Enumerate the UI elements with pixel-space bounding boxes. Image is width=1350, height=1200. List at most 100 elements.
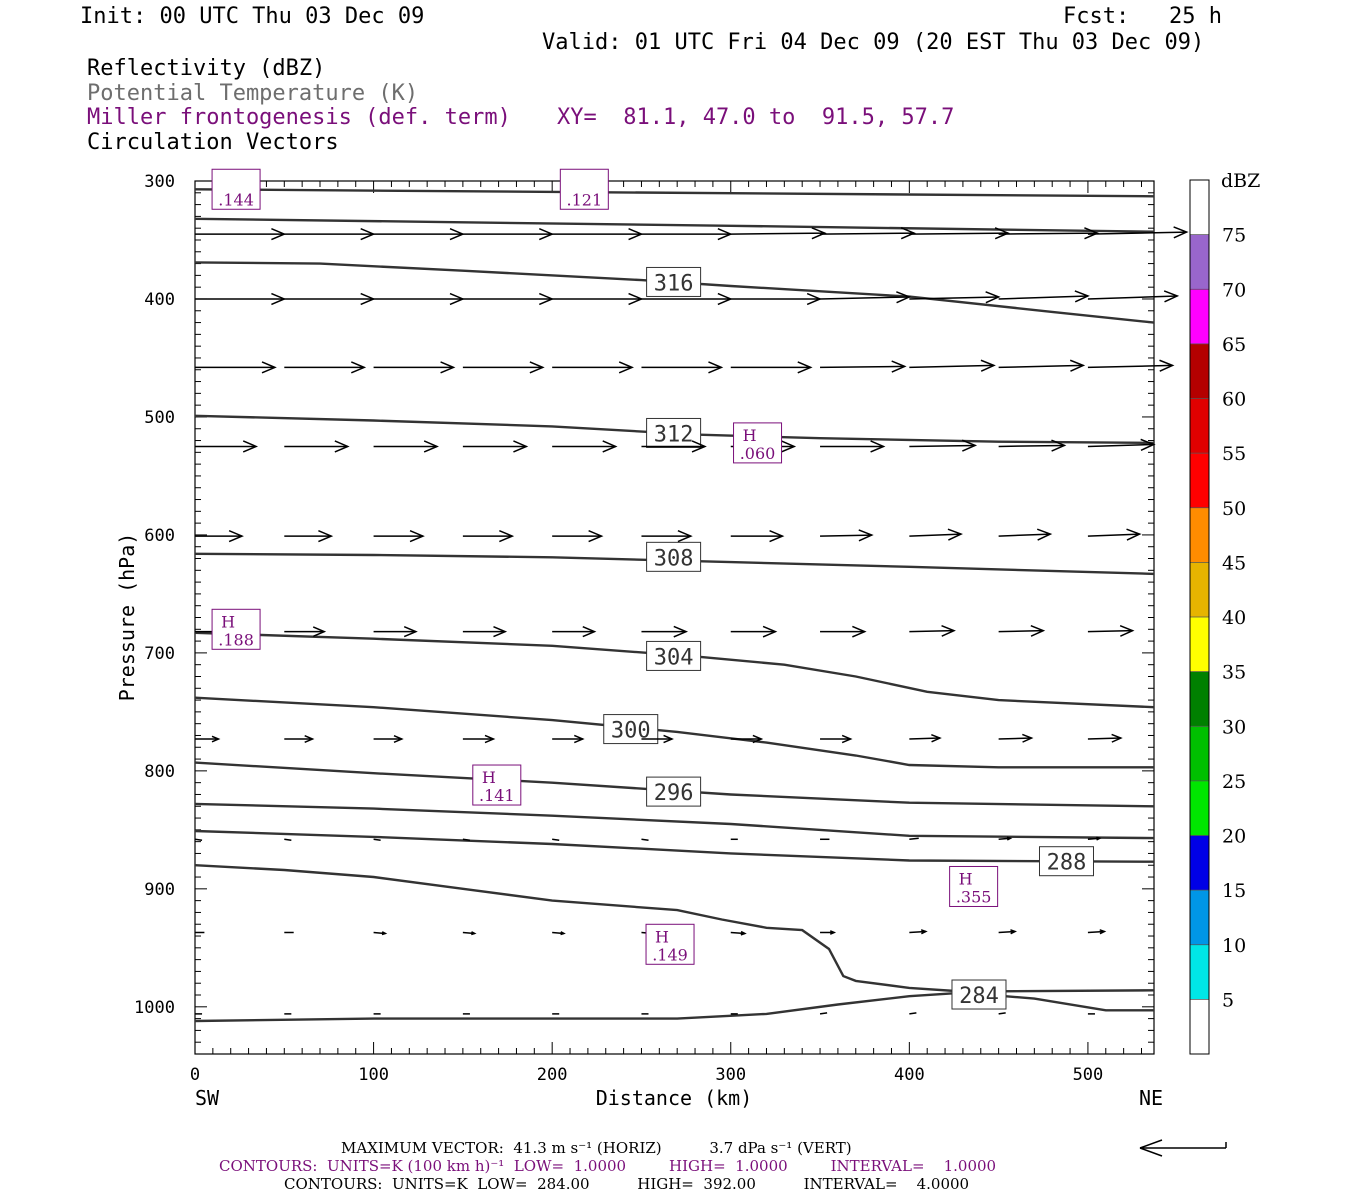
colorbar-label: 10 [1222, 935, 1246, 957]
frontogenesis-value: .188 [218, 630, 254, 649]
x-tick-label: 200 [537, 1065, 568, 1085]
frontogenesis-value: .355 [956, 887, 992, 906]
colorbar-label: 45 [1222, 552, 1246, 574]
vector-arrow [462, 626, 508, 638]
theta-label-box [646, 266, 702, 297]
frontogenesis-value: .149 [652, 945, 688, 964]
vector-arrow [284, 626, 327, 638]
vector-arrow [462, 931, 477, 936]
vector-arrow [820, 529, 874, 542]
x-tick-label: 0 [190, 1065, 200, 1085]
vector-arrow [195, 735, 221, 743]
axis-ticks: 0 100 200 300 400 500 300 400 500 600 700 800 900 100… [134, 172, 1154, 1085]
theta-contours: 316 312 308 304 300 296 288 284 [194, 188, 1155, 1023]
vector-arrow [730, 930, 747, 936]
vector-arrow [641, 625, 689, 638]
vector-arrow [195, 292, 287, 306]
vector-arrow [909, 528, 963, 541]
colorbar-label: 50 [1222, 498, 1246, 520]
y-tick-label: 700 [144, 644, 175, 664]
colorbar-segment [1190, 944, 1209, 1000]
colorbar-segment [1190, 507, 1209, 563]
vector-arrow [998, 1012, 1006, 1015]
vector-arrow [998, 528, 1053, 541]
vector-arrow [1087, 438, 1156, 451]
theta-contour-info: CONTOURS: UNITS=K LOW= 284.00 HIGH= 392.… [284, 1175, 970, 1193]
field-reflectivity: Reflectivity (dBZ) [87, 56, 326, 81]
theta-contour-line [194, 802, 1155, 840]
frontogenesis-high-mark: H [482, 768, 496, 787]
vector-arrow [998, 227, 1100, 240]
colorbar-segment [1190, 234, 1209, 290]
vector-arrow [730, 292, 822, 306]
colorbar-label: 65 [1222, 334, 1246, 356]
cross-section-endpoints: XY= 81.1, 47.0 to 91.5, 57.7 [557, 105, 955, 130]
reference-vector-arrow-icon [1139, 1139, 1227, 1157]
frontogenesis-label-box [645, 923, 695, 965]
x-axis-end-label: NE [1139, 1086, 1163, 1110]
colorbar-title: dBZ [1221, 170, 1260, 192]
vector-arrow [641, 361, 724, 374]
vector-arrow [552, 626, 597, 638]
vector-arrow [462, 292, 555, 306]
vector-arrow [373, 529, 425, 543]
vector-arrow [1087, 836, 1102, 841]
init-time: Init: 00 UTC Thu 03 Dec 09 [80, 4, 425, 29]
colorbar-label: 40 [1222, 607, 1246, 629]
frontogenesis-value: .121 [567, 190, 603, 209]
vector-arrow [462, 440, 529, 453]
colorbar-segment [1190, 835, 1209, 891]
vector-arrow [1087, 290, 1180, 303]
y-tick-label: 1000 [134, 998, 175, 1018]
frontogenesis-label-box [211, 608, 261, 650]
colorbar-label: 60 [1222, 389, 1246, 411]
x-axis-start-label: SW [195, 1086, 220, 1110]
frontogenesis-label-box [472, 764, 522, 806]
theta-contour-label: 304 [654, 645, 694, 670]
frontogenesis-label-box [559, 168, 609, 210]
vector-arrow [909, 734, 942, 743]
vector-arrow [462, 734, 496, 744]
y-tick-label: 800 [144, 762, 175, 782]
frontogenesis-high-mark: H [655, 927, 669, 946]
x-axis-label: Distance (km) [596, 1086, 753, 1110]
vector-arrow [373, 735, 404, 743]
vector-arrow [195, 529, 244, 543]
theta-contour-label: 284 [959, 984, 999, 1009]
y-tick-label: 400 [144, 290, 175, 310]
frontogenesis-contour-info: CONTOURS: UNITS=K (100 km h)⁻¹ LOW= 1.00… [219, 1157, 997, 1175]
theta-label-box [646, 776, 702, 807]
vector-arrow [284, 529, 334, 543]
colorbar-segment [1190, 180, 1209, 235]
vector-arrow [284, 735, 315, 743]
colorbar-segment [1190, 343, 1209, 399]
vector-arrow [373, 931, 388, 936]
vector-arrow [1087, 929, 1107, 935]
theta-contour-label: 312 [654, 422, 694, 447]
vector-arrow [909, 227, 1010, 240]
colorbar-segment [1190, 289, 1209, 344]
vector-arrow [909, 1012, 917, 1015]
theta-contour-label: 288 [1047, 851, 1087, 876]
vector-arrow [552, 931, 566, 936]
field-potential-temperature: Potential Temperature (K) [87, 81, 419, 106]
theta-contour-line [194, 864, 1155, 993]
colorbar-label: 35 [1222, 662, 1246, 684]
theta-contour-label: 300 [611, 719, 651, 744]
vector-arrow [998, 733, 1034, 743]
frontogenesis-high-mark: H [743, 426, 757, 445]
vector-arrow [194, 838, 203, 842]
theta-label-box [646, 417, 702, 448]
frontogenesis-high-mark: H [959, 869, 973, 888]
x-tick-label: 100 [358, 1065, 389, 1085]
frontogenesis-value: .141 [479, 786, 515, 805]
circulation-vectors [194, 226, 1189, 1015]
theta-contour-label: 316 [654, 271, 694, 296]
vector-arrow [820, 360, 907, 373]
vector-arrow [373, 838, 381, 842]
maximum-vector-note: MAXIMUM VECTOR: 41.3 m s⁻¹ (HORIZ) 3.7 d… [341, 1139, 852, 1157]
vector-arrow [909, 625, 956, 637]
vector-arrow [998, 929, 1018, 935]
vector-arrow [641, 440, 707, 453]
